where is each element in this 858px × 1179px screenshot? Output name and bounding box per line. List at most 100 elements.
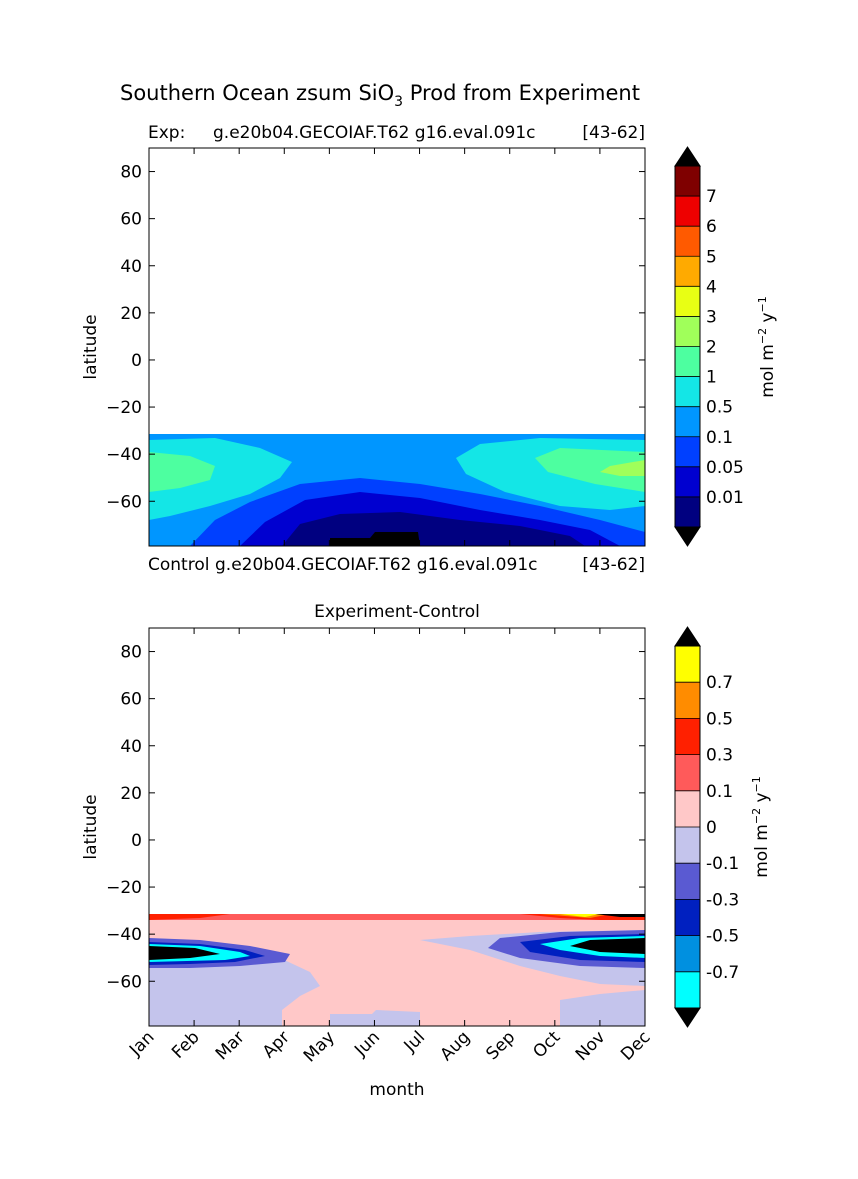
colorbar-segment (675, 436, 700, 467)
colorbar-segment (675, 754, 700, 791)
panel-difference: Experiment-Control (81, 602, 772, 1100)
exp-contour-band-lightgreen-right (600, 460, 645, 476)
colorbar-frame (674, 165, 701, 528)
colorbar-frame (674, 645, 701, 1009)
x-tick-label: Jan (125, 1027, 158, 1060)
colorbar-segment (675, 346, 700, 377)
control-label-right: [43-62] (582, 555, 645, 575)
exp-colorbar-unit: mol m−2 y−1 (756, 296, 778, 398)
exp-contour-band-green-right (535, 448, 645, 492)
figure-title: Southern Ocean zsum SiO3 Prod from Exper… (120, 81, 640, 110)
y-tick-label: 0 (131, 831, 142, 851)
diff-title: Experiment-Control (314, 602, 480, 622)
colorbar-extend-high (674, 626, 701, 647)
colorbar-segment (675, 376, 700, 407)
colorbar-tick-label: 6 (706, 217, 717, 237)
colorbar-segment (675, 863, 700, 900)
colorbar-tick-label: 3 (706, 307, 717, 327)
colorbar-tick-label: 0 (706, 818, 717, 838)
y-tick-label: −60 (106, 972, 142, 992)
exp-title-left: Exp: (148, 123, 185, 143)
diff-colorbar: 0.7 0.5 0.3 0.1 0 -0.1 -0.3 -0.5 -0.7 (674, 626, 739, 1028)
colorbar-segment (675, 466, 700, 497)
exp-contour-band-green-left (149, 452, 215, 492)
colorbar-segment (675, 790, 700, 827)
control-label-left: Control (148, 555, 209, 575)
colorbar-tick-label: 5 (706, 247, 717, 267)
y-tick-label: −20 (106, 878, 142, 898)
diff-contour-band-bottom-pocket (330, 1010, 420, 1026)
diff-contour-band-black-topright (595, 914, 645, 917)
x-tick-label: Apr (259, 1027, 294, 1062)
y-tick-label: 60 (120, 690, 142, 710)
x-tick-label: May (300, 1027, 339, 1066)
colorbar-segment (675, 971, 700, 1008)
colorbar-segment (675, 718, 700, 755)
diff-contour-band-yellow-right (560, 914, 600, 917)
colorbar-tick-label: -0.5 (706, 927, 739, 947)
exp-x-ticks (148, 148, 646, 546)
y-tick-label: 60 (120, 210, 142, 230)
colorbar-tick-label: 0.7 (706, 673, 733, 693)
colorbar-segment (675, 899, 700, 936)
panel-experiment: Exp: g.e20b04.GECOIAF.T62 g16.eval.091c … (81, 123, 778, 575)
colorbar-extend-high (674, 146, 701, 167)
colorbar-segment (675, 646, 700, 683)
control-label-center: g.e20b04.GECOIAF.T62 g16.eval.091c (215, 555, 537, 575)
diff-contour-band-black-left (149, 946, 220, 960)
exp-colorbar: 7 6 5 4 3 2 1 0.5 0.1 0.05 0.01 (674, 146, 744, 547)
diff-colorbar-unit: mol m−2 y−1 (750, 776, 772, 878)
colorbar-segment (675, 827, 700, 864)
colorbar-extend-low (674, 1007, 701, 1028)
exp-contour-band-lowest (282, 512, 585, 546)
colorbar-segment (675, 196, 700, 227)
x-tick-label: Oct (529, 1027, 564, 1062)
y-tick-label: 20 (120, 304, 142, 324)
colorbar-tick-label: -0.3 (706, 890, 739, 910)
exp-title-center: g.e20b04.GECOIAF.T62 g16.eval.091c (213, 123, 535, 143)
exp-y-axis-label: latitude (81, 314, 101, 379)
x-tick-label: Nov (572, 1027, 610, 1065)
colorbar-tick-label: -0.7 (706, 963, 739, 983)
colorbar-tick-label: 0.01 (706, 488, 744, 508)
y-tick-label: 20 (120, 784, 142, 804)
x-tick-label: Aug (437, 1027, 475, 1065)
y-tick-label: −40 (106, 925, 142, 945)
colorbar-tick-label: 4 (706, 277, 717, 297)
colorbar-segment (675, 286, 700, 317)
diff-contour-field (149, 914, 645, 1026)
diff-contour-band-black-right (570, 938, 645, 954)
exp-y-axis: 80 60 40 20 0 −20 −40 −60 (106, 163, 645, 512)
colorbar-tick-label: 0.1 (706, 428, 733, 448)
exp-title-right: [43-62] (582, 123, 645, 143)
colorbar-tick-label: 0.1 (706, 782, 733, 802)
colorbar-segment (675, 406, 700, 437)
colorbar-tick-label: 0.3 (706, 746, 733, 766)
colorbar-segment (675, 935, 700, 972)
y-tick-label: 0 (131, 351, 142, 371)
colorbar-segment (675, 226, 700, 257)
y-tick-label: 40 (120, 257, 142, 277)
diff-contour-band-top-red-left (149, 914, 230, 920)
diff-contour-band-pink (149, 920, 645, 1026)
diff-plot-frame (148, 627, 646, 1027)
colorbar-extend-low (674, 526, 701, 547)
colorbar-tick-label: 1 (706, 368, 717, 388)
exp-contour-band-below (330, 532, 420, 546)
x-tick-label: Feb (168, 1027, 203, 1062)
x-tick-label: Dec (617, 1027, 654, 1064)
y-tick-label: −20 (106, 398, 142, 418)
colorbar-tick-label: 7 (706, 187, 717, 207)
exp-contour-field (149, 434, 645, 546)
colorbar-segment (675, 496, 700, 527)
y-tick-label: 40 (120, 737, 142, 757)
colorbar-tick-label: 0.5 (706, 398, 733, 418)
colorbar-tick-label: 2 (706, 338, 717, 358)
colorbar-segment (675, 166, 700, 197)
y-tick-label: 80 (120, 163, 142, 183)
x-tick-label: Jun (350, 1027, 384, 1061)
colorbar-tick-label: 0.05 (706, 458, 744, 478)
diff-x-axis-label: month (369, 1080, 424, 1100)
y-tick-label: −40 (106, 445, 142, 465)
